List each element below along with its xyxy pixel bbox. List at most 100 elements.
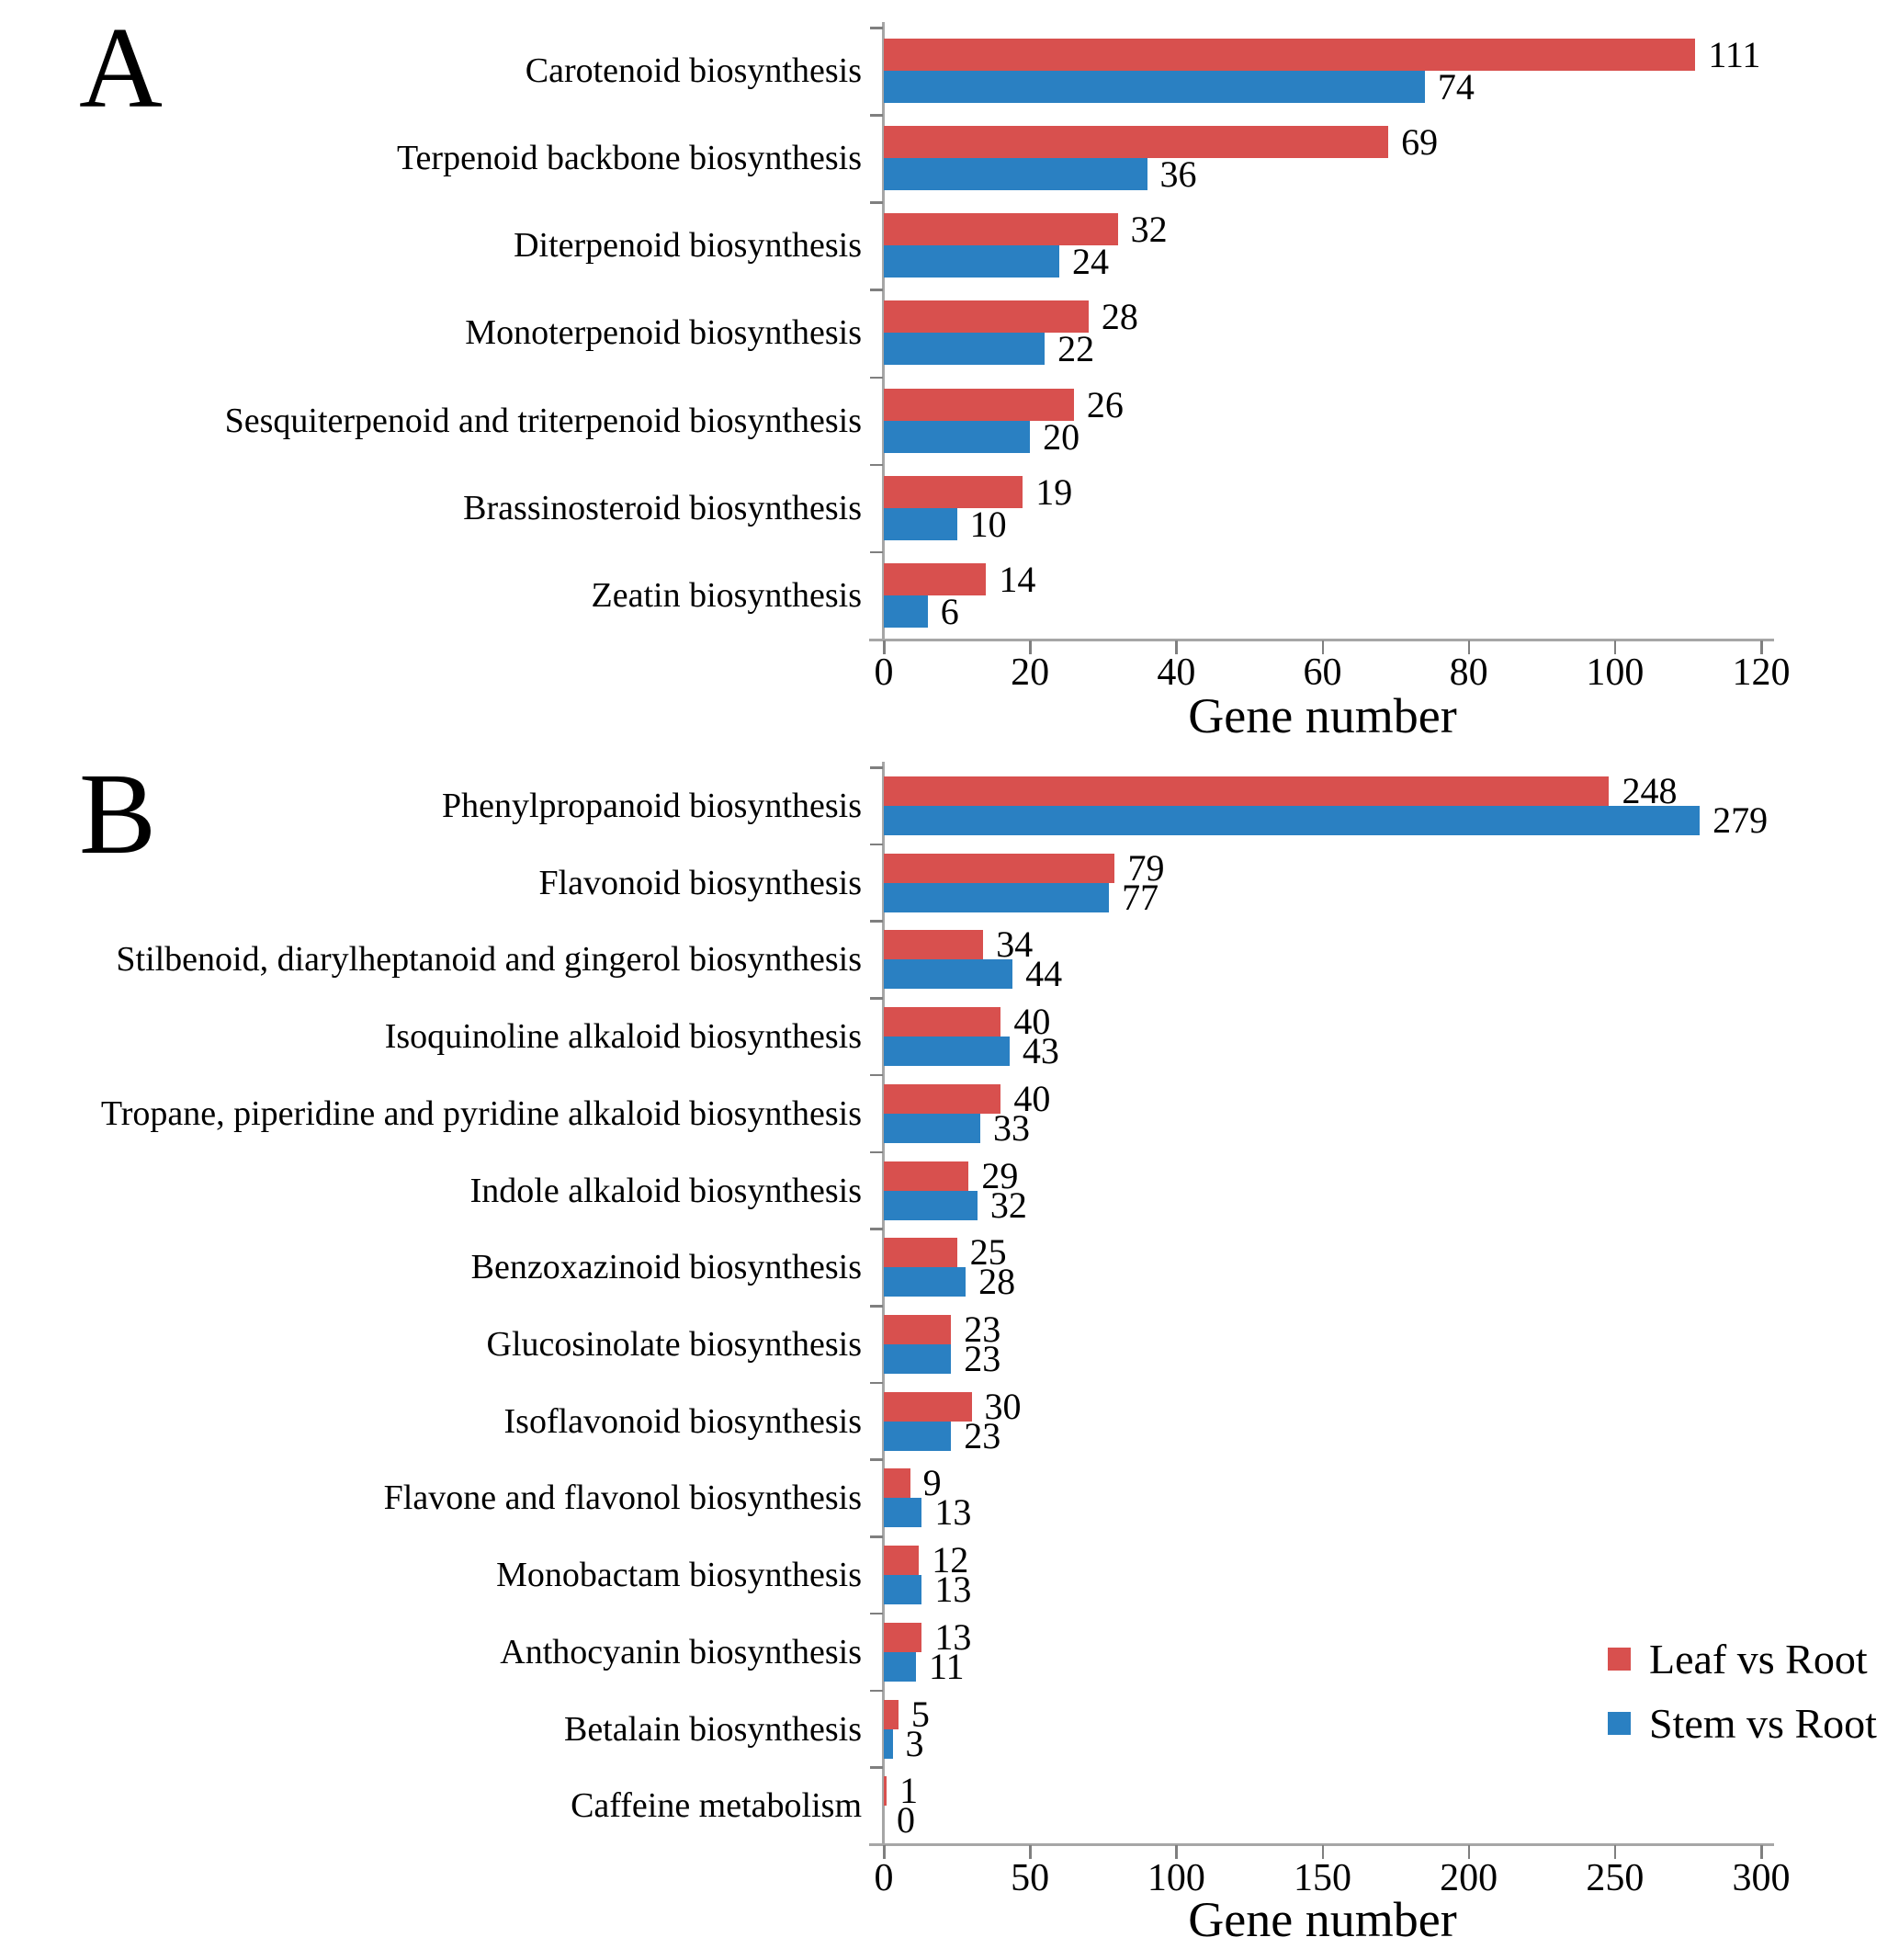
x-axis-tick-label: 20	[1011, 651, 1050, 694]
value-label-leaf: 34	[996, 923, 1034, 966]
bar-leaf-vs-root	[884, 1083, 1001, 1114]
x-axis-tick-label: 100	[1147, 1857, 1205, 1899]
value-label-leaf: 28	[1101, 296, 1138, 338]
panel-b-letter: B	[79, 751, 157, 878]
category-label: Benzoxazinoid biosynthesis	[470, 1248, 862, 1287]
bar-stem-vs-root	[884, 245, 1059, 278]
value-label-stem: 36	[1159, 153, 1197, 196]
value-label-leaf: 26	[1086, 383, 1124, 425]
x-axis-tick	[1467, 1845, 1471, 1859]
bar-leaf-vs-root	[884, 1699, 899, 1729]
x-axis-tick	[1760, 640, 1763, 654]
bar-leaf-vs-root	[884, 1622, 922, 1652]
x-axis-tick	[883, 1845, 886, 1859]
category-boundary-tick	[870, 1535, 883, 1538]
value-label-leaf: 32	[1130, 209, 1168, 251]
bar-stem-vs-root	[884, 158, 1147, 191]
category-label: Caffeine metabolism	[571, 1786, 862, 1826]
category-label: Isoquinoline alkaloid biosynthesis	[384, 1017, 862, 1057]
bar-leaf-vs-root	[884, 562, 987, 595]
category-label: Glucosinolate biosynthesis	[486, 1325, 862, 1364]
value-label-leaf: 19	[1035, 470, 1073, 513]
category-boundary-tick	[870, 550, 883, 554]
bar-stem-vs-root	[884, 1113, 981, 1143]
legend-label-stem: Stem vs Root	[1649, 1699, 1877, 1747]
value-label-stem: 279	[1712, 799, 1769, 841]
value-label-leaf: 29	[981, 1154, 1019, 1196]
category-label: Monoterpenoid biosynthesis	[465, 313, 862, 353]
value-label-stem: 23	[964, 1414, 1001, 1456]
value-label-stem: 13	[934, 1491, 972, 1534]
category-boundary-tick	[870, 766, 883, 769]
value-label-leaf: 248	[1622, 770, 1678, 811]
bar-stem-vs-root	[884, 959, 1013, 990]
x-axis-tick	[1467, 640, 1471, 654]
bar-stem-vs-root	[884, 1267, 966, 1297]
bar-leaf-vs-root	[884, 1776, 887, 1807]
bar-leaf-vs-root	[884, 388, 1074, 421]
x-axis-tick-label: 300	[1732, 1857, 1791, 1899]
bar-leaf-vs-root	[884, 1391, 972, 1422]
value-label-stem: 77	[1122, 876, 1159, 918]
bar-stem-vs-root	[884, 1421, 952, 1451]
bar-leaf-vs-root	[884, 776, 1610, 806]
value-label-stem: 43	[1022, 1030, 1059, 1072]
value-label-stem: 32	[989, 1184, 1027, 1226]
bar-leaf-vs-root	[884, 1468, 910, 1499]
bar-leaf-vs-root	[884, 39, 1696, 71]
category-label: Terpenoid backbone biosynthesis	[396, 139, 862, 178]
bar-stem-vs-root	[884, 806, 1701, 835]
legend-item-stem: Stem vs Root	[1608, 1691, 1877, 1755]
x-axis-tick-label: 200	[1440, 1857, 1498, 1899]
y-axis-line	[882, 22, 885, 640]
x-axis-tick	[1613, 640, 1617, 654]
x-axis-tick	[1175, 1845, 1178, 1859]
value-label-stem: 44	[1025, 953, 1063, 995]
bar-stem-vs-root	[884, 1728, 893, 1759]
category-label: Brassinosteroid biosynthesis	[463, 488, 862, 527]
category-boundary-tick	[870, 997, 883, 1000]
category-label: Monobactam biosynthesis	[496, 1556, 862, 1595]
value-label-leaf: 14	[999, 558, 1036, 600]
value-label-leaf: 13	[934, 1615, 972, 1658]
value-label-leaf: 69	[1401, 121, 1439, 164]
value-label-stem: 23	[964, 1338, 1001, 1379]
value-label-leaf: 111	[1708, 34, 1761, 75]
legend-swatch-leaf	[1608, 1647, 1631, 1671]
bar-stem-vs-root	[884, 1651, 917, 1682]
value-label-stem: 28	[978, 1261, 1016, 1303]
category-label: Indole alkaloid biosynthesis	[469, 1171, 862, 1210]
bar-leaf-vs-root	[884, 1161, 969, 1191]
value-label-leaf: 23	[964, 1309, 1001, 1350]
value-label-leaf: 1	[899, 1770, 919, 1812]
bar-stem-vs-root	[884, 1498, 922, 1528]
legend-label-leaf: Leaf vs Root	[1649, 1635, 1868, 1682]
x-axis-tick-label: 0	[874, 651, 894, 694]
category-label: Diterpenoid biosynthesis	[514, 226, 862, 266]
bar-leaf-vs-root	[884, 1546, 920, 1576]
bar-leaf-vs-root	[884, 213, 1118, 246]
value-label-stem: 11	[929, 1645, 965, 1687]
value-label-leaf: 40	[1013, 1001, 1051, 1043]
bar-leaf-vs-root	[884, 1007, 1001, 1037]
category-boundary-tick	[870, 1150, 883, 1154]
category-boundary-tick	[870, 27, 883, 29]
category-boundary-tick	[870, 843, 883, 846]
x-axis-tick	[1029, 1845, 1032, 1859]
category-boundary-tick	[870, 1612, 883, 1615]
category-boundary-tick	[870, 114, 883, 117]
x-axis-tick	[883, 640, 886, 654]
value-label-leaf: 25	[969, 1231, 1007, 1274]
value-label-leaf: 30	[984, 1385, 1022, 1427]
bar-stem-vs-root	[884, 71, 1425, 103]
bar-stem-vs-root	[884, 1575, 922, 1605]
category-label: Flavonoid biosynthesis	[538, 863, 862, 902]
bar-stem-vs-root	[884, 882, 1110, 912]
bar-stem-vs-root	[884, 595, 928, 628]
bar-stem-vs-root	[884, 1037, 1010, 1067]
value-label-stem: 22	[1057, 328, 1095, 370]
category-boundary-tick	[870, 1305, 883, 1308]
value-label-stem: 33	[993, 1106, 1031, 1149]
